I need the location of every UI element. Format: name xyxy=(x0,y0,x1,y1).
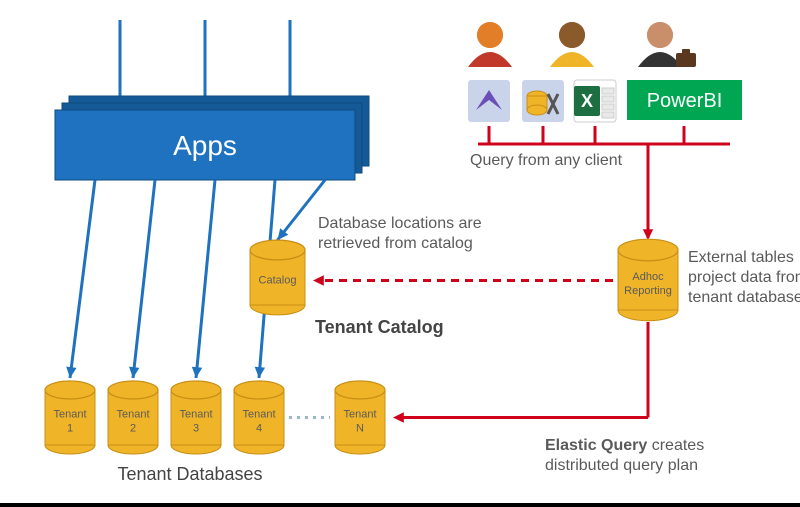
svg-text:2: 2 xyxy=(130,423,136,435)
vs-icon xyxy=(468,80,510,122)
person-icon-1 xyxy=(468,22,512,67)
caption-dbloc-2: retrieved from catalog xyxy=(318,235,473,252)
arrow-head xyxy=(255,367,265,378)
svg-text:4: 4 xyxy=(256,423,262,435)
tenant-databases-heading: Tenant Databases xyxy=(117,464,262,484)
caption-ext-2: project data from xyxy=(688,269,800,286)
arrow-head xyxy=(643,229,653,240)
svg-text:Tenant: Tenant xyxy=(53,409,86,421)
svg-text:X: X xyxy=(581,91,593,111)
tenant-db-1: Tenant 1 xyxy=(45,381,95,454)
svg-text:3: 3 xyxy=(193,423,199,435)
svg-text:Reporting: Reporting xyxy=(624,285,672,297)
tenant-db-2: Tenant 2 xyxy=(108,381,158,454)
svg-text:N: N xyxy=(356,423,364,435)
caption-ext-3: tenant databases xyxy=(688,289,800,306)
arrow-head xyxy=(313,275,324,285)
connector xyxy=(196,180,215,378)
person-icon-3 xyxy=(638,22,696,67)
svg-text:Adhoc: Adhoc xyxy=(632,271,664,283)
apps-label: Apps xyxy=(173,130,237,161)
caption-elastic-1: Elastic Query creates xyxy=(545,437,704,454)
arrow-head xyxy=(393,412,404,422)
adhoc-reporting-db: Adhoc Reporting xyxy=(618,239,678,321)
tenant-db-4: Tenant 4 xyxy=(234,381,284,454)
svg-text:Tenant: Tenant xyxy=(116,409,149,421)
tenant-db-N: Tenant N xyxy=(335,381,385,454)
powerbi-label: PowerBI xyxy=(647,90,723,112)
svg-text:1: 1 xyxy=(67,423,73,435)
caption-ext-1: External tables xyxy=(688,249,794,266)
connector xyxy=(70,180,95,378)
tenant-catalog-heading: Tenant Catalog xyxy=(315,317,444,337)
svg-text:Tenant: Tenant xyxy=(343,409,376,421)
catalog-db: Catalog xyxy=(250,240,305,315)
ssms-icon xyxy=(522,80,564,122)
caption-query: Query from any client xyxy=(470,152,623,169)
caption-dbloc-1: Database locations are xyxy=(318,215,482,232)
svg-text:Catalog: Catalog xyxy=(259,275,297,287)
tenant-db-3: Tenant 3 xyxy=(171,381,221,454)
svg-text:Tenant: Tenant xyxy=(179,409,212,421)
footer-bar xyxy=(0,503,800,507)
person-icon-2 xyxy=(550,22,594,67)
excel-icon: X xyxy=(574,80,616,122)
caption-elastic-2: distributed query plan xyxy=(545,457,698,474)
connector xyxy=(133,180,155,378)
svg-text:Tenant: Tenant xyxy=(242,409,275,421)
